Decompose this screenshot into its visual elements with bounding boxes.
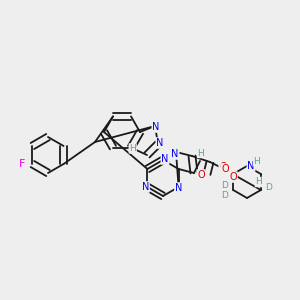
Text: N: N <box>175 183 182 193</box>
Text: H: H <box>254 157 260 166</box>
Text: F: F <box>19 159 26 169</box>
Text: N: N <box>171 149 179 159</box>
Text: /: / <box>200 152 202 158</box>
Text: O: O <box>197 170 205 180</box>
Text: H: H <box>256 178 262 187</box>
Text: H: H <box>198 148 204 158</box>
Text: D: D <box>221 190 228 200</box>
Text: N: N <box>156 138 164 148</box>
Text: H: H <box>129 144 136 153</box>
Text: N: N <box>142 182 149 192</box>
Text: D: D <box>266 182 272 191</box>
Text: D: D <box>221 181 228 190</box>
Text: O: O <box>219 162 227 172</box>
Text: N: N <box>152 122 160 132</box>
Text: O: O <box>229 172 237 182</box>
Text: N: N <box>247 161 255 171</box>
Text: O: O <box>221 164 229 174</box>
Text: N: N <box>161 154 169 164</box>
